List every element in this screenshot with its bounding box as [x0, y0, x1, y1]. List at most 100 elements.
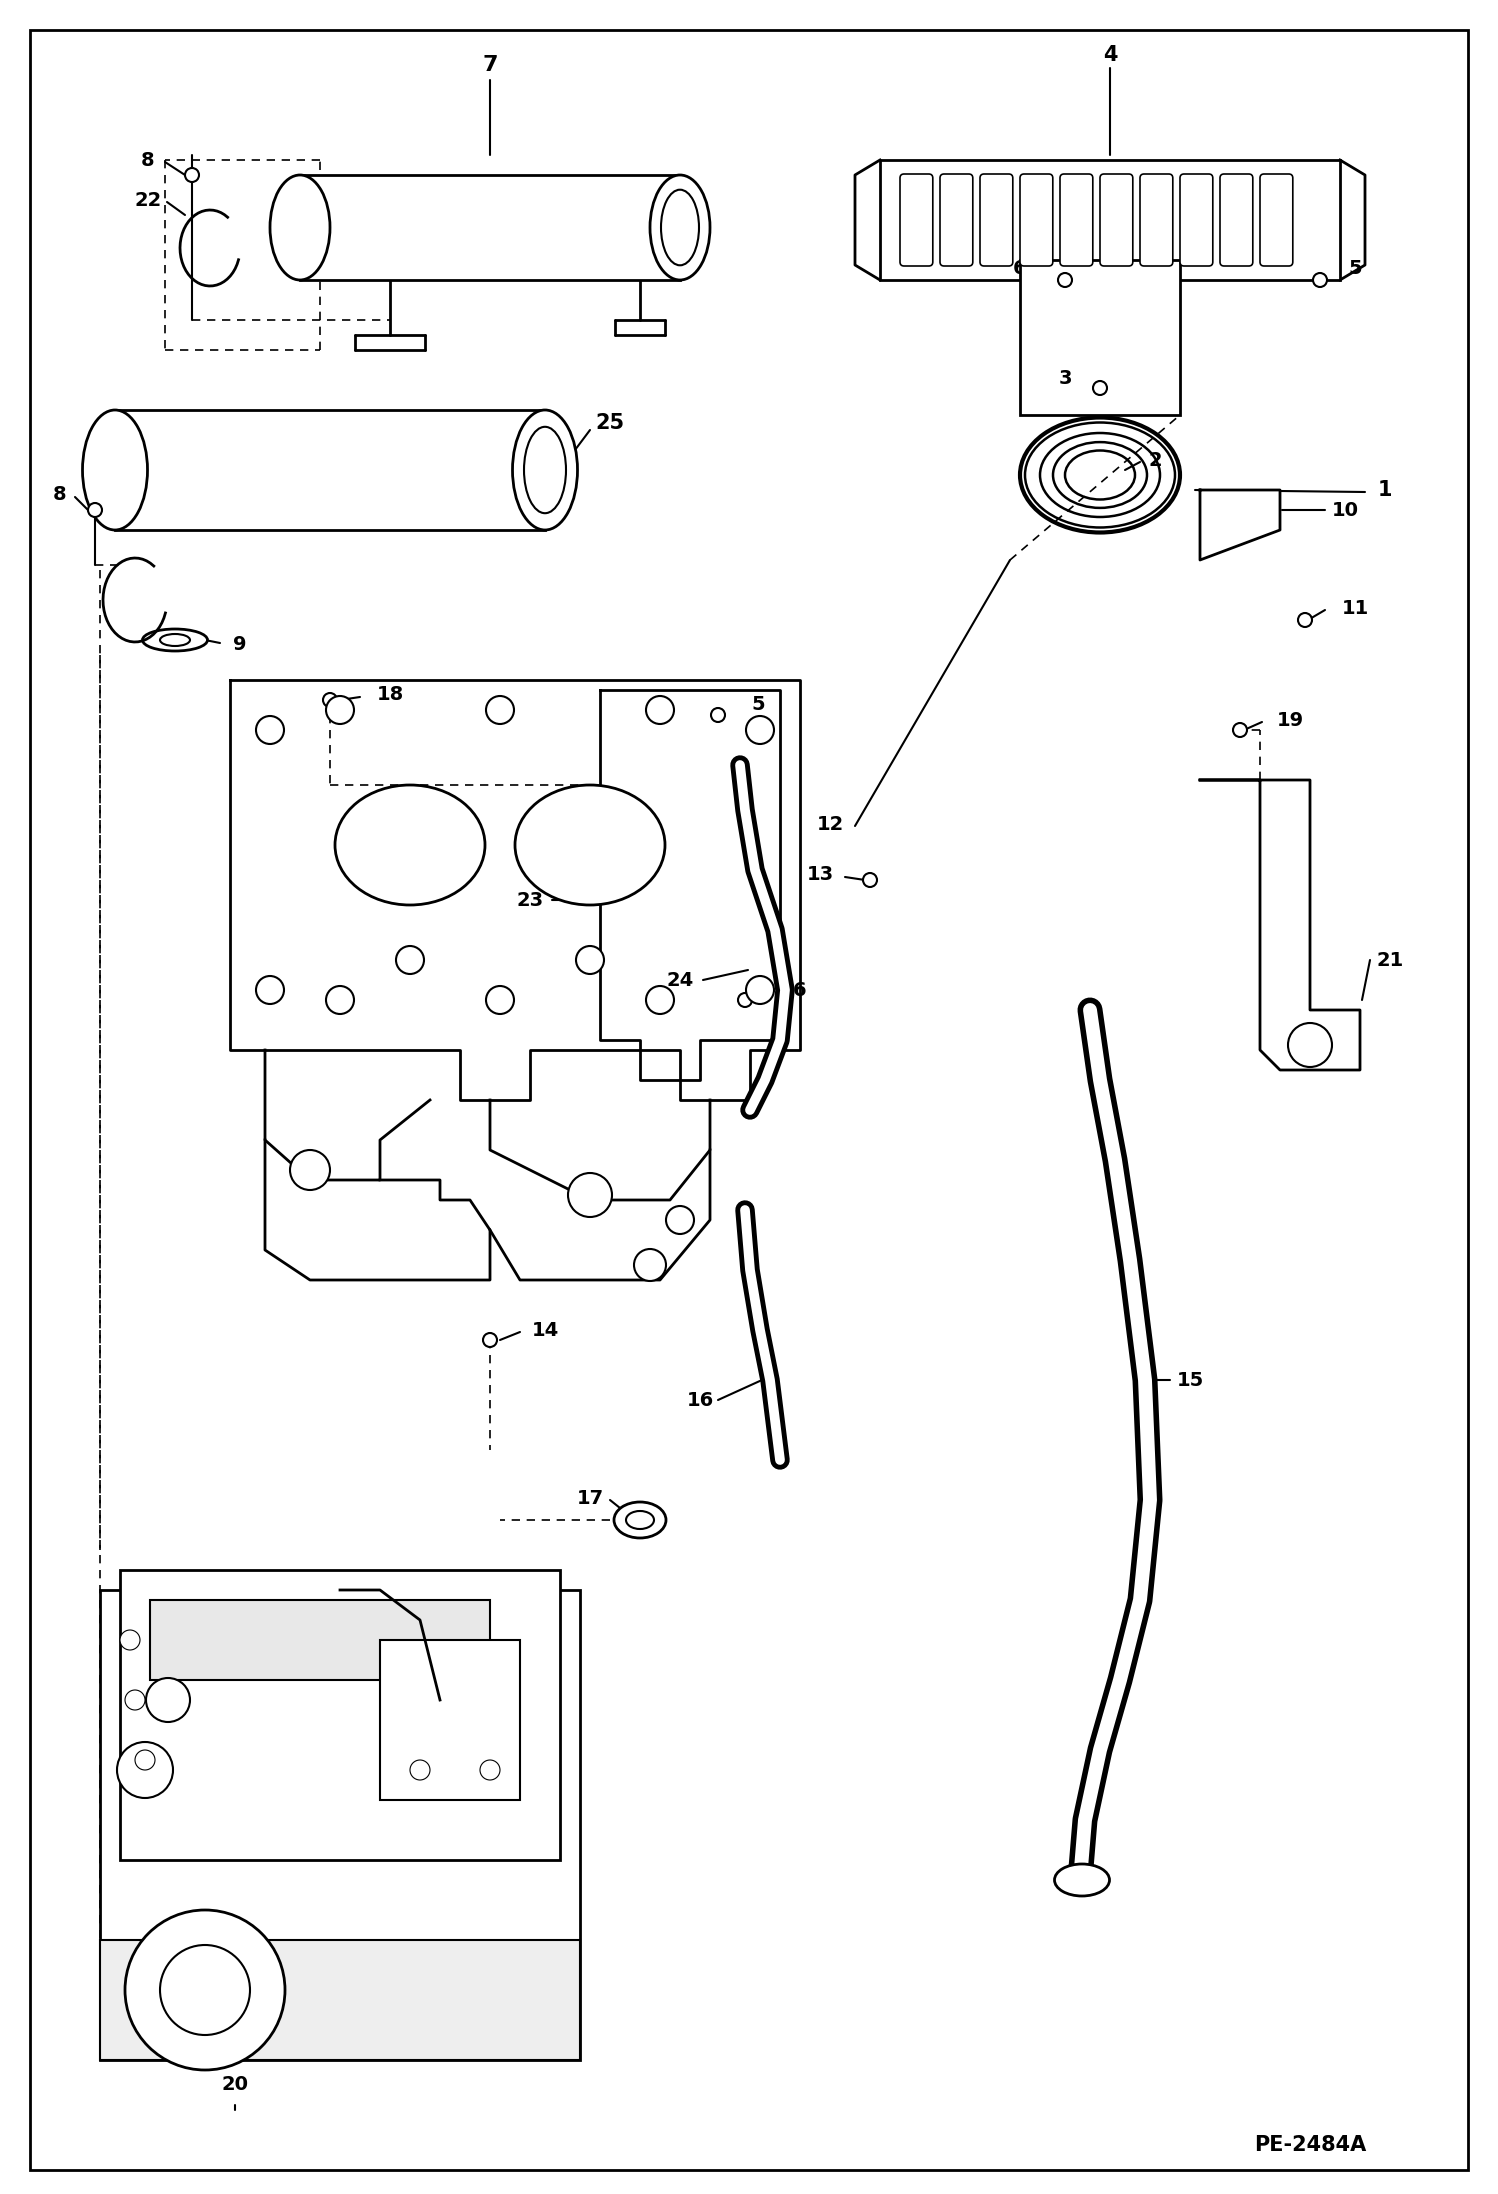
- Text: 4: 4: [1103, 46, 1118, 66]
- Text: 10: 10: [1332, 500, 1359, 520]
- Circle shape: [1314, 272, 1327, 287]
- Circle shape: [667, 1207, 694, 1233]
- Circle shape: [1058, 272, 1073, 287]
- Text: 16: 16: [686, 1391, 713, 1409]
- Circle shape: [739, 994, 752, 1007]
- Text: 9: 9: [234, 636, 247, 654]
- Bar: [1020, 261, 1180, 415]
- Circle shape: [1094, 382, 1107, 395]
- Circle shape: [395, 946, 424, 974]
- Text: 21: 21: [1377, 950, 1404, 970]
- Ellipse shape: [614, 1503, 667, 1538]
- Text: 7: 7: [482, 55, 497, 75]
- Circle shape: [863, 873, 876, 886]
- Circle shape: [124, 1911, 285, 2069]
- Ellipse shape: [524, 428, 566, 513]
- Text: 15: 15: [1176, 1371, 1203, 1389]
- Text: 23: 23: [517, 891, 544, 911]
- Text: 24: 24: [667, 970, 694, 989]
- Circle shape: [117, 1742, 172, 1799]
- FancyBboxPatch shape: [980, 173, 1013, 265]
- Circle shape: [145, 1678, 190, 1722]
- Text: 25: 25: [595, 412, 625, 432]
- Circle shape: [485, 985, 514, 1014]
- Polygon shape: [1200, 489, 1279, 559]
- Circle shape: [124, 1689, 145, 1709]
- Text: 14: 14: [532, 1321, 559, 1341]
- Circle shape: [482, 1334, 497, 1347]
- FancyBboxPatch shape: [1061, 173, 1094, 265]
- Circle shape: [160, 1946, 250, 2036]
- Circle shape: [135, 1751, 154, 1771]
- Text: 6: 6: [1013, 259, 1026, 276]
- Bar: [100, 1939, 580, 2060]
- Circle shape: [120, 1630, 139, 1650]
- Bar: [380, 1639, 520, 1799]
- Circle shape: [646, 695, 674, 724]
- FancyBboxPatch shape: [1180, 173, 1213, 265]
- Text: 18: 18: [376, 685, 403, 704]
- Bar: [879, 160, 1341, 281]
- Ellipse shape: [160, 634, 190, 645]
- Ellipse shape: [1055, 1865, 1110, 1896]
- Circle shape: [324, 693, 337, 706]
- Circle shape: [327, 985, 354, 1014]
- Circle shape: [485, 695, 514, 724]
- Ellipse shape: [661, 189, 700, 265]
- Circle shape: [1297, 612, 1312, 627]
- Ellipse shape: [270, 176, 330, 281]
- Polygon shape: [1200, 781, 1360, 1071]
- Circle shape: [634, 1248, 667, 1281]
- FancyBboxPatch shape: [1260, 173, 1293, 265]
- Circle shape: [746, 715, 774, 744]
- Text: 12: 12: [816, 816, 843, 834]
- FancyBboxPatch shape: [1100, 173, 1132, 265]
- Circle shape: [568, 1174, 613, 1218]
- Text: 8: 8: [141, 151, 154, 169]
- Text: 5: 5: [750, 695, 765, 715]
- Text: 20: 20: [222, 2076, 249, 2095]
- Circle shape: [479, 1760, 500, 1779]
- Circle shape: [410, 1760, 430, 1779]
- Text: 1: 1: [1378, 480, 1392, 500]
- Text: 19: 19: [1276, 711, 1303, 728]
- Bar: [115, 410, 545, 531]
- Bar: [100, 1591, 580, 2060]
- Text: 3: 3: [1058, 369, 1071, 388]
- Circle shape: [184, 169, 199, 182]
- Circle shape: [712, 709, 725, 722]
- Text: 17: 17: [577, 1488, 604, 1507]
- Circle shape: [291, 1150, 330, 1189]
- Bar: [300, 176, 680, 281]
- FancyBboxPatch shape: [1140, 173, 1173, 265]
- Polygon shape: [601, 689, 780, 1079]
- FancyBboxPatch shape: [1020, 173, 1053, 265]
- Text: 2: 2: [1147, 450, 1162, 470]
- Bar: [150, 1599, 490, 1681]
- Circle shape: [577, 946, 604, 974]
- Text: 5: 5: [1348, 259, 1362, 276]
- Text: PE-2484A: PE-2484A: [1254, 2135, 1366, 2155]
- Text: 6: 6: [792, 981, 807, 1000]
- Circle shape: [746, 976, 774, 1005]
- Circle shape: [327, 695, 354, 724]
- Text: 22: 22: [135, 191, 162, 208]
- Text: 8: 8: [54, 485, 67, 505]
- FancyBboxPatch shape: [1219, 173, 1252, 265]
- Circle shape: [646, 985, 674, 1014]
- FancyBboxPatch shape: [941, 173, 972, 265]
- Ellipse shape: [515, 785, 665, 904]
- Ellipse shape: [512, 410, 578, 531]
- Circle shape: [1233, 724, 1246, 737]
- Circle shape: [256, 976, 285, 1005]
- Bar: [120, 1571, 560, 1861]
- Polygon shape: [231, 680, 800, 1099]
- Ellipse shape: [142, 630, 208, 652]
- Text: 11: 11: [1341, 599, 1369, 617]
- Ellipse shape: [336, 785, 485, 904]
- Text: 13: 13: [806, 864, 833, 884]
- FancyBboxPatch shape: [900, 173, 933, 265]
- Circle shape: [88, 502, 102, 518]
- Ellipse shape: [650, 176, 710, 281]
- Ellipse shape: [82, 410, 147, 531]
